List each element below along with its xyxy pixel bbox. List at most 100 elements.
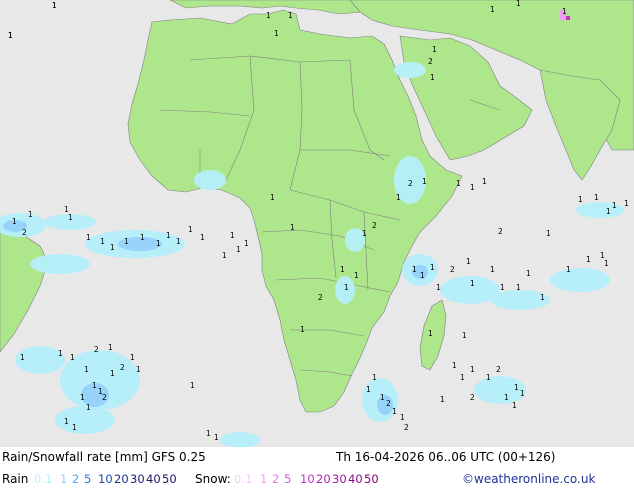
rain-value-label: 1 — [586, 255, 591, 264]
rain-value-label: 1 — [354, 271, 359, 280]
rain-value-label: 1 — [214, 433, 219, 442]
rain-value-40: 40 — [146, 472, 161, 486]
rain-value-label: 1 — [504, 393, 509, 402]
rain-value-label: 1 — [230, 231, 235, 240]
rain-value-label: 2 — [404, 423, 409, 432]
rain-value-label: 1 — [80, 393, 85, 402]
rain-value-label: 1 — [470, 365, 475, 374]
snow-value-50: 50 — [364, 472, 379, 486]
land-europe — [169, 0, 361, 15]
rain-value-label: 2 — [372, 221, 377, 230]
rain-value-label: 1 — [606, 207, 611, 216]
rain-value-10: 10 — [98, 472, 113, 486]
precip-areas — [0, 62, 624, 447]
rain-value-label: 1 — [546, 229, 551, 238]
rain-value-label: 1 — [482, 177, 487, 186]
rain-value-label: 1 — [396, 193, 401, 202]
rain-value-label: 1 — [288, 11, 293, 20]
rain-value-label: 1 — [362, 229, 367, 238]
land-madagascar — [419, 299, 447, 371]
snow-value-0.1: 0.1 — [234, 472, 253, 486]
rain-value-label: 1 — [540, 293, 545, 302]
rain-value-label: 1 — [456, 179, 461, 188]
rain-value-label: 1 — [222, 251, 227, 260]
land-asia — [349, 0, 634, 151]
legend-footer: Rain/Snowfall rate [mm] GFS 0.25 Th 16-0… — [0, 447, 634, 490]
rain-value-label: 1 — [562, 7, 567, 16]
rain-value-label: 1 — [86, 233, 91, 242]
rain-value-label: 1 — [200, 233, 205, 242]
rain-value-label: 1 — [490, 265, 495, 274]
rain-value-label: 2 — [94, 345, 99, 354]
rain-value-label: 1 — [20, 353, 25, 362]
rain-value-label: 1 — [500, 283, 505, 292]
rain-value-1: 1 — [60, 472, 68, 486]
snow-value-40: 40 — [348, 472, 363, 486]
rain-value-label: 1 — [466, 257, 471, 266]
land-india — [539, 69, 621, 181]
rain-value-label: 1 — [460, 373, 465, 382]
rain-value-label: 1 — [436, 283, 441, 292]
rain-value-label: 1 — [514, 383, 519, 392]
rain-value-label: 1 — [512, 401, 517, 410]
rain-value-label: 1 — [64, 205, 69, 214]
snow-value-5: 5 — [284, 472, 292, 486]
rain-value-label: 1 — [110, 369, 115, 378]
rain-value-label: 1 — [300, 325, 305, 334]
country-borders — [159, 55, 501, 377]
rain-value-label: 1 — [92, 381, 97, 390]
rain-value-label: 1 — [486, 373, 491, 382]
snow-value-10: 10 — [300, 472, 315, 486]
rain-value-label: 1 — [604, 259, 609, 268]
rain-value-label: 2 — [470, 393, 475, 402]
rain-value-label: 1 — [58, 349, 63, 358]
rain-value-label: 1 — [110, 243, 115, 252]
rain-value-label: 1 — [124, 237, 129, 246]
rain-value-50: 50 — [162, 472, 177, 486]
rain-value-label: 1 — [8, 31, 13, 40]
land-africa — [127, 9, 463, 413]
rain-value-label: 1 — [422, 177, 427, 186]
rain-value-label: 1 — [372, 373, 377, 382]
rain-value-20: 20 — [114, 472, 129, 486]
rain-value-label: 1 — [566, 265, 571, 274]
rain-value-label: 1 — [470, 183, 475, 192]
rain-value-label: 1 — [432, 45, 437, 54]
rain-value-label: 1 — [100, 237, 105, 246]
forecast-datetime: Th 16-04-2026 06..06 UTC (00+126) — [336, 450, 556, 464]
rain-value-label: 1 — [420, 271, 425, 280]
rain-value-label: 1 — [136, 365, 141, 374]
rain-value-label: 1 — [108, 343, 113, 352]
rain-value-label: 1 — [516, 0, 521, 8]
rain-value-label: 1 — [98, 387, 103, 396]
rain-value-label: 2 — [120, 363, 125, 372]
rain-value-label: 1 — [430, 263, 435, 272]
rain-value-label: 1 — [340, 265, 345, 274]
rain-value-label: 1 — [462, 331, 467, 340]
rain-value-label: 1 — [274, 29, 279, 38]
rain-value-label: 1 — [244, 239, 249, 248]
rain-value-label: 1 — [612, 201, 617, 210]
rain-value-label: 1 — [428, 329, 433, 338]
rain-value-label: 1 — [28, 210, 33, 219]
rain-value-label: 2 — [498, 227, 503, 236]
rain-value-label: 1 — [188, 225, 193, 234]
rain-value-label: 2 — [428, 57, 433, 66]
rain-value-label: 1 — [68, 213, 73, 222]
rain-value-label: 2 — [408, 179, 413, 188]
rain-value-label: 2 — [450, 265, 455, 274]
rain-value-label: 1 — [206, 429, 211, 438]
snow-value-1: 1 — [260, 472, 268, 486]
rain-value-label: 2 — [496, 365, 501, 374]
rain-value-label: 2 — [318, 293, 323, 302]
rain-value-label: 1 — [380, 393, 385, 402]
rain-value-label: 1 — [392, 407, 397, 416]
rain-value-label: 1 — [156, 239, 161, 248]
rain-value-label: 1 — [290, 223, 295, 232]
rain-value-label: 1 — [166, 231, 171, 240]
rain-value-label: 1 — [84, 365, 89, 374]
snow-value-2: 2 — [272, 472, 280, 486]
rain-value-label: 1 — [452, 361, 457, 370]
